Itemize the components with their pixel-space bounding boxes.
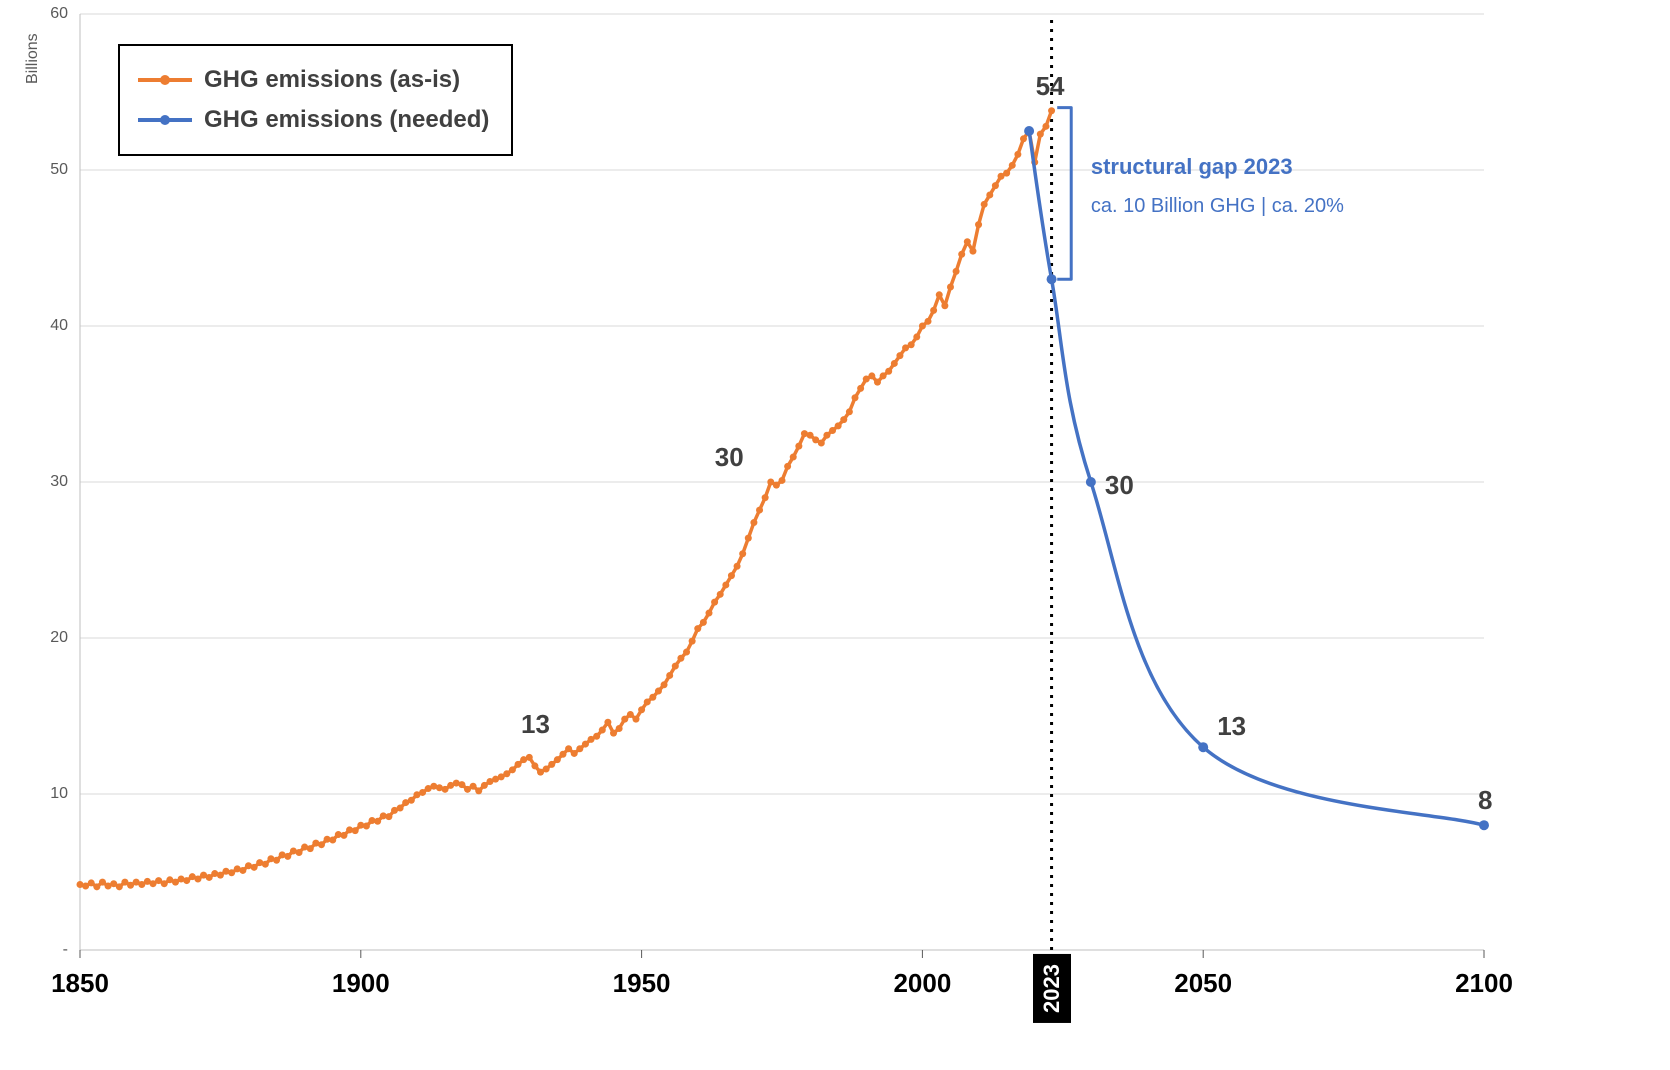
data-label: 13	[1217, 711, 1246, 742]
data-label: 13	[521, 709, 550, 740]
data-label: 8	[1478, 785, 1492, 816]
annotation-title: structural gap 2023	[1091, 154, 1293, 180]
data-label: 30	[715, 442, 744, 473]
data-labels: 13 30 54 30 13 8 structural gap 2023 ca. 10 Bil…	[0, 0, 1670, 1070]
chart-container: Billions GHG emissions (as-is)GHG emissi…	[0, 0, 1670, 1070]
data-label: 54	[1036, 71, 1065, 102]
data-label: 30	[1105, 470, 1134, 501]
annotation-subtitle: ca. 10 Billion GHG | ca. 20%	[1091, 195, 1344, 218]
